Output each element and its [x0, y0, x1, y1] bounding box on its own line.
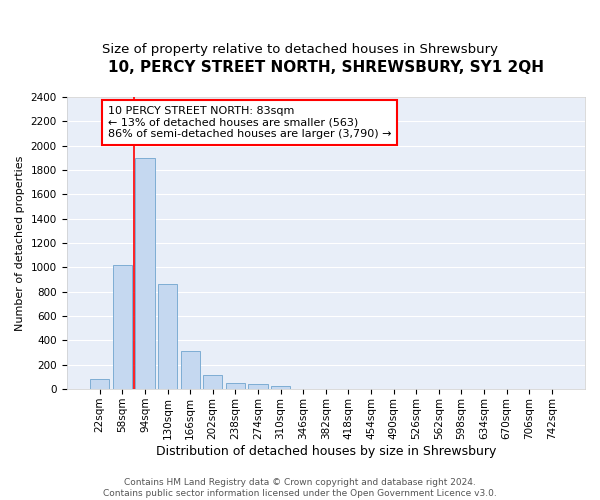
- Bar: [113, 265, 132, 389]
- Bar: [90, 380, 109, 389]
- Bar: [203, 375, 223, 389]
- Text: Size of property relative to detached houses in Shrewsbury: Size of property relative to detached ho…: [102, 42, 498, 56]
- Bar: [158, 284, 177, 389]
- X-axis label: Distribution of detached houses by size in Shrewsbury: Distribution of detached houses by size …: [155, 444, 496, 458]
- Text: 10 PERCY STREET NORTH: 83sqm
← 13% of detached houses are smaller (563)
86% of s: 10 PERCY STREET NORTH: 83sqm ← 13% of de…: [108, 106, 392, 139]
- Text: Contains HM Land Registry data © Crown copyright and database right 2024.
Contai: Contains HM Land Registry data © Crown c…: [103, 478, 497, 498]
- Bar: [271, 386, 290, 389]
- Title: 10, PERCY STREET NORTH, SHREWSBURY, SY1 2QH: 10, PERCY STREET NORTH, SHREWSBURY, SY1 …: [108, 60, 544, 75]
- Y-axis label: Number of detached properties: Number of detached properties: [15, 156, 25, 331]
- Bar: [226, 383, 245, 389]
- Bar: [181, 352, 200, 389]
- Bar: [136, 158, 155, 389]
- Bar: [248, 384, 268, 389]
